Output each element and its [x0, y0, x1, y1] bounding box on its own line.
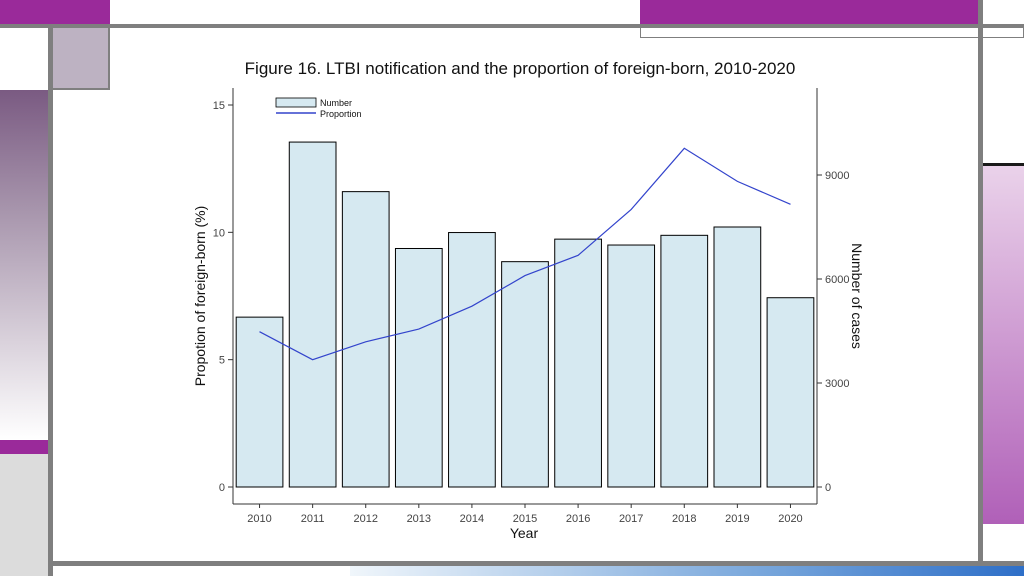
- x-tick-label: 2010: [247, 513, 271, 525]
- frame-top-bar: [0, 24, 1024, 28]
- accent-bar-top-left: [0, 0, 110, 24]
- frame-right-bar: [978, 0, 983, 576]
- bars-layer: [235, 141, 815, 488]
- y-tick-label-right: 0: [825, 482, 831, 494]
- bar-2011: [288, 141, 337, 488]
- y-axis-title-left: Propotion of foreign-born (%): [192, 206, 208, 387]
- bar-2013: [394, 247, 443, 488]
- divider-right: [983, 163, 1024, 166]
- x-tick-label: 2014: [460, 513, 484, 525]
- accent-bar-top-right: [640, 0, 978, 24]
- x-tick-label: 2012: [353, 513, 377, 525]
- frame-bottom-bar: [0, 561, 1024, 566]
- x-tick-label: 2017: [619, 513, 643, 525]
- x-tick-label: 2011: [301, 513, 325, 525]
- legend: Number Proportion: [275, 97, 362, 119]
- bar-2015: [501, 261, 549, 488]
- y-tick-label-right: 6000: [825, 274, 849, 286]
- bar-2012: [341, 191, 390, 488]
- chart-title: Figure 16. LTBI notification and the pro…: [244, 59, 796, 78]
- x-tick-label: 2018: [672, 513, 696, 525]
- x-tick-label: 2013: [407, 513, 431, 525]
- legend-swatch-number: [275, 97, 317, 108]
- frame-left-bar: [48, 24, 53, 576]
- accent-bar-left: [0, 440, 48, 454]
- x-tick-label: 2015: [513, 513, 537, 525]
- y-tick-label-right: 3000: [825, 378, 849, 390]
- x-tick-label: 2020: [778, 513, 802, 525]
- x-tick-label: 2019: [725, 513, 749, 525]
- gradient-panel-right: [983, 166, 1024, 524]
- bar-2019: [713, 226, 762, 488]
- gray-box-bottom-left: [0, 454, 48, 576]
- bar-2014: [448, 232, 496, 488]
- gradient-strip-bottom: [350, 566, 1024, 576]
- y-tick-label-right: 9000: [825, 170, 849, 182]
- y-tick-label-left: 15: [213, 100, 225, 112]
- y-tick-label-left: 0: [219, 482, 225, 494]
- bar-2020: [766, 297, 815, 488]
- y-tick-label-left: 5: [219, 355, 225, 367]
- bar-2017: [607, 244, 656, 488]
- proportion-line: [259, 147, 791, 361]
- bar-2010: [235, 316, 284, 488]
- bar-2018: [660, 234, 709, 488]
- legend-label-proportion: Proportion: [320, 109, 362, 119]
- y-tick-label-left: 10: [213, 227, 225, 239]
- x-axis-title: Year: [510, 525, 539, 541]
- gradient-panel-left: [0, 90, 48, 440]
- bar-2016: [554, 238, 602, 488]
- ticks-layer: 0 5 10 15 0 3000 6000 9000 2010 2011 2012 2013 2014 2…: [213, 100, 850, 525]
- legend-label-number: Number: [320, 98, 352, 108]
- gray-box-top-left: [53, 28, 110, 90]
- x-tick-label: 2016: [566, 513, 590, 525]
- y-axis-title-right: Number of cases: [849, 243, 865, 349]
